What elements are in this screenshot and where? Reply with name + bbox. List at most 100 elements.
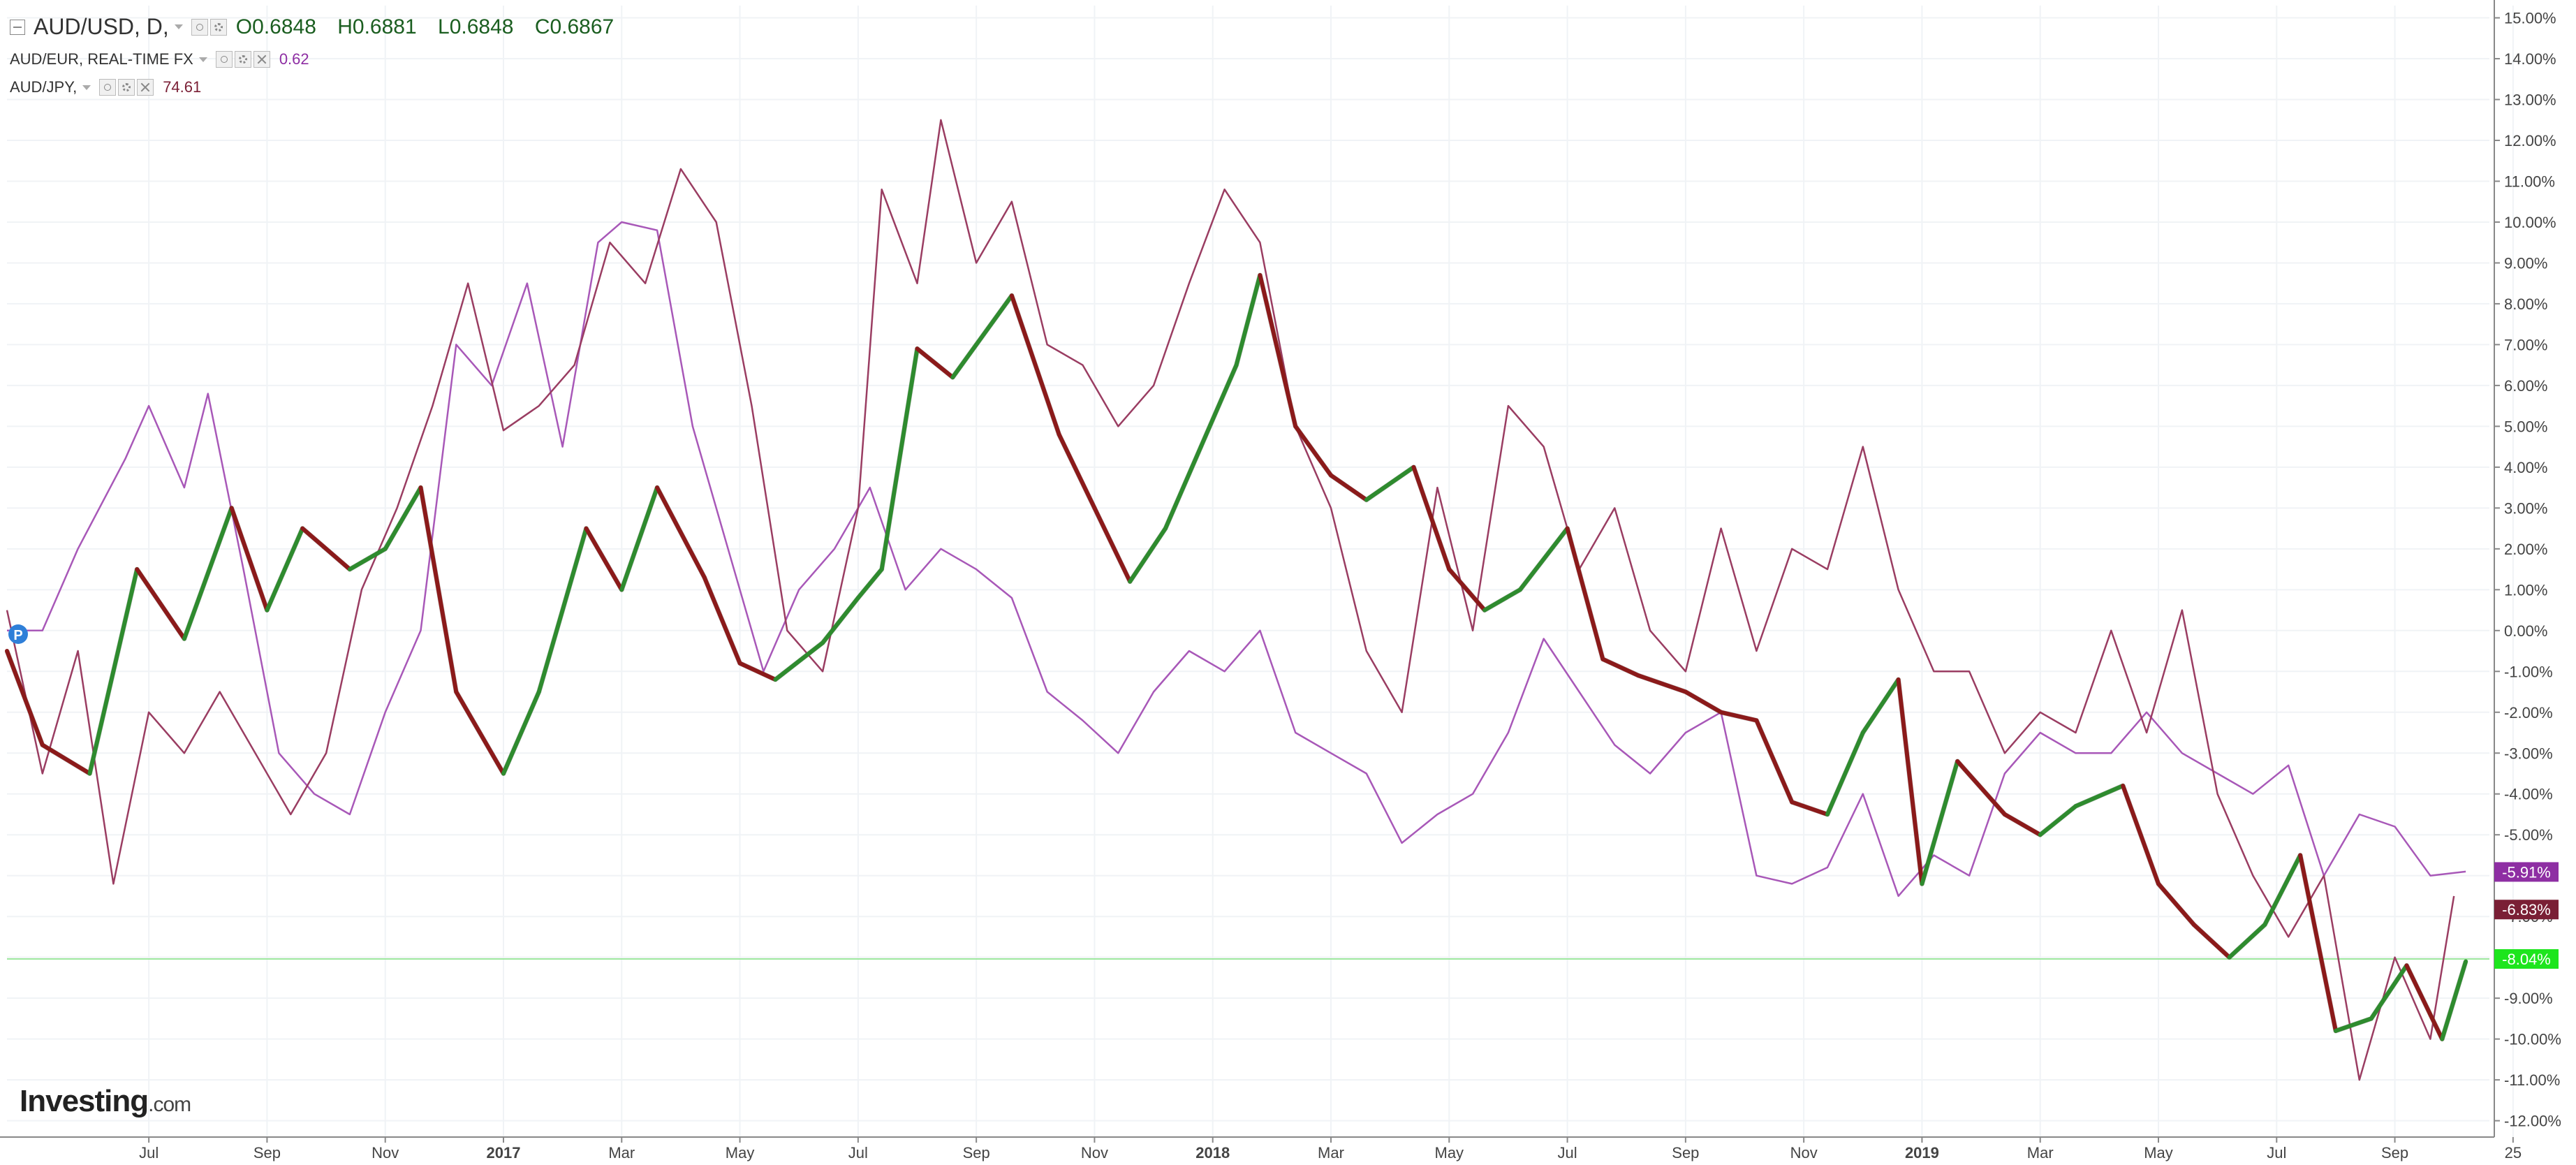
x-tick-label: 2018 <box>1195 1144 1230 1162</box>
collapse-icon[interactable] <box>10 19 25 35</box>
x-tick-label: Jul <box>2267 1144 2286 1162</box>
candle-segment <box>1860 677 1901 735</box>
candle-segment <box>2404 963 2445 1041</box>
candle-segment <box>454 689 506 776</box>
eye-icon[interactable] <box>191 18 208 36</box>
chevron-down-icon[interactable] <box>174 24 183 29</box>
x-tick-label: Jul <box>139 1144 159 1162</box>
x-tick-label: Mar <box>608 1144 635 1162</box>
candle-segment <box>1163 444 1203 531</box>
y-tick-label: -9.00% <box>2504 990 2553 1007</box>
candle-segment <box>1754 718 1795 805</box>
candle-segment <box>501 689 541 776</box>
candle-segment <box>1057 432 1097 511</box>
close-icon[interactable] <box>137 79 154 96</box>
candle-segment <box>1482 587 1522 613</box>
candle-segment <box>1718 710 1759 723</box>
candle-segment <box>737 661 778 682</box>
y-tick-label: 15.00% <box>2504 10 2556 27</box>
y-tick-label: -11.00% <box>2504 1071 2560 1089</box>
ohlc-values: O0.6848 H0.6881 L0.6848 C0.6867 <box>236 15 629 39</box>
high-value: H0.6881 <box>337 15 417 38</box>
candle-segment <box>2298 853 2338 1033</box>
y-tick-label: 7.00% <box>2504 336 2547 353</box>
legend-series2-row: AUD/EUR, REAL-TIME FX 0.62 <box>10 50 309 68</box>
marker-p[interactable]: P <box>8 624 28 644</box>
candle-segment <box>1092 506 1133 584</box>
x-tick-label: Jul <box>1558 1144 1577 1162</box>
candle-segment <box>1258 272 1298 429</box>
candle-segment <box>820 596 860 645</box>
candle-segment <box>702 575 742 666</box>
eye-icon[interactable] <box>215 51 233 68</box>
y-tick-label: 12.00% <box>2504 132 2556 149</box>
x-tick-label: Sep <box>1672 1144 1699 1162</box>
open-value: O0.6848 <box>235 15 316 38</box>
candle-segment <box>2333 1016 2373 1033</box>
x-tick-label: Nov <box>1790 1144 1818 1162</box>
candle-segment <box>87 567 140 776</box>
x-tick-label: Jul <box>848 1144 868 1162</box>
candle-segment <box>536 526 589 694</box>
investing-logo: Investing.com <box>20 1084 191 1119</box>
series2-symbol[interactable]: AUD/EUR, REAL-TIME FX <box>10 50 193 68</box>
gear-icon[interactable] <box>234 51 251 68</box>
price-tag-label: -5.91% <box>2502 863 2551 881</box>
gear-icon[interactable] <box>118 79 135 96</box>
eye-icon[interactable] <box>99 79 117 96</box>
y-tick-label: 14.00% <box>2504 50 2556 68</box>
candle-segment <box>40 742 92 776</box>
candle-segment <box>855 567 884 601</box>
y-tick-label: 5.00% <box>2504 418 2547 435</box>
candle-segment <box>1128 526 1168 584</box>
close-icon[interactable] <box>253 51 270 68</box>
y-tick-label: -4.00% <box>2504 786 2553 803</box>
candle-segment <box>1447 567 1487 613</box>
x-tick-label: 2019 <box>1905 1144 1939 1162</box>
candle-segment <box>2121 784 2161 886</box>
x-tick-label: May <box>2144 1144 2173 1162</box>
chevron-down-icon[interactable] <box>82 85 91 90</box>
candle-segment <box>1825 731 1865 816</box>
candle-segment <box>915 346 955 380</box>
x-tick-label: 25 <box>2505 1144 2522 1162</box>
y-tick-label: 11.00% <box>2504 173 2555 190</box>
legend-series3-row: AUD/JPY, 74.61 <box>10 78 201 96</box>
y-tick-label: -3.00% <box>2504 745 2553 762</box>
close-value: C0.6867 <box>534 15 614 38</box>
candle-segment <box>5 649 45 747</box>
candle-segment <box>1293 424 1333 478</box>
series-layer <box>4 119 2489 1081</box>
series3-symbol[interactable]: AUD/JPY, <box>10 78 78 96</box>
candle-segment <box>2227 922 2267 960</box>
y-tick-label: 8.00% <box>2504 295 2547 313</box>
candle-segment <box>2440 959 2468 1041</box>
candle-segment <box>1955 759 2007 816</box>
candle-segment <box>619 485 660 592</box>
candle-segment <box>974 293 1014 347</box>
candle-segment <box>383 485 423 551</box>
logo-brand: Investing <box>20 1084 149 1118</box>
candle-segment <box>773 640 825 682</box>
x-tick-label: Sep <box>2381 1144 2408 1162</box>
legend-main-row: AUD/USD, D, O0.6848 H0.6881 L0.6848 C0.6… <box>10 14 629 40</box>
main-symbol[interactable]: AUD/USD, D, <box>34 14 169 39</box>
y-tick-label: -2.00% <box>2504 704 2553 721</box>
chevron-down-icon[interactable] <box>198 57 207 62</box>
x-tick-label: Nov <box>1081 1144 1108 1162</box>
candle-segment <box>1600 657 1641 678</box>
candle-segment <box>584 526 624 592</box>
candle-segment <box>229 506 270 613</box>
candle-segment <box>1517 526 1570 592</box>
candle-segment <box>1009 293 1061 437</box>
logo-suffix: .com <box>148 1093 191 1116</box>
price-tag-bg <box>2494 862 2559 882</box>
candle-segment <box>265 526 305 613</box>
y-tick-label: 9.00% <box>2504 254 2547 272</box>
gear-icon[interactable] <box>209 18 227 36</box>
x-tick-label: 2017 <box>487 1144 521 1162</box>
y-tick-label: 4.00% <box>2504 459 2547 476</box>
